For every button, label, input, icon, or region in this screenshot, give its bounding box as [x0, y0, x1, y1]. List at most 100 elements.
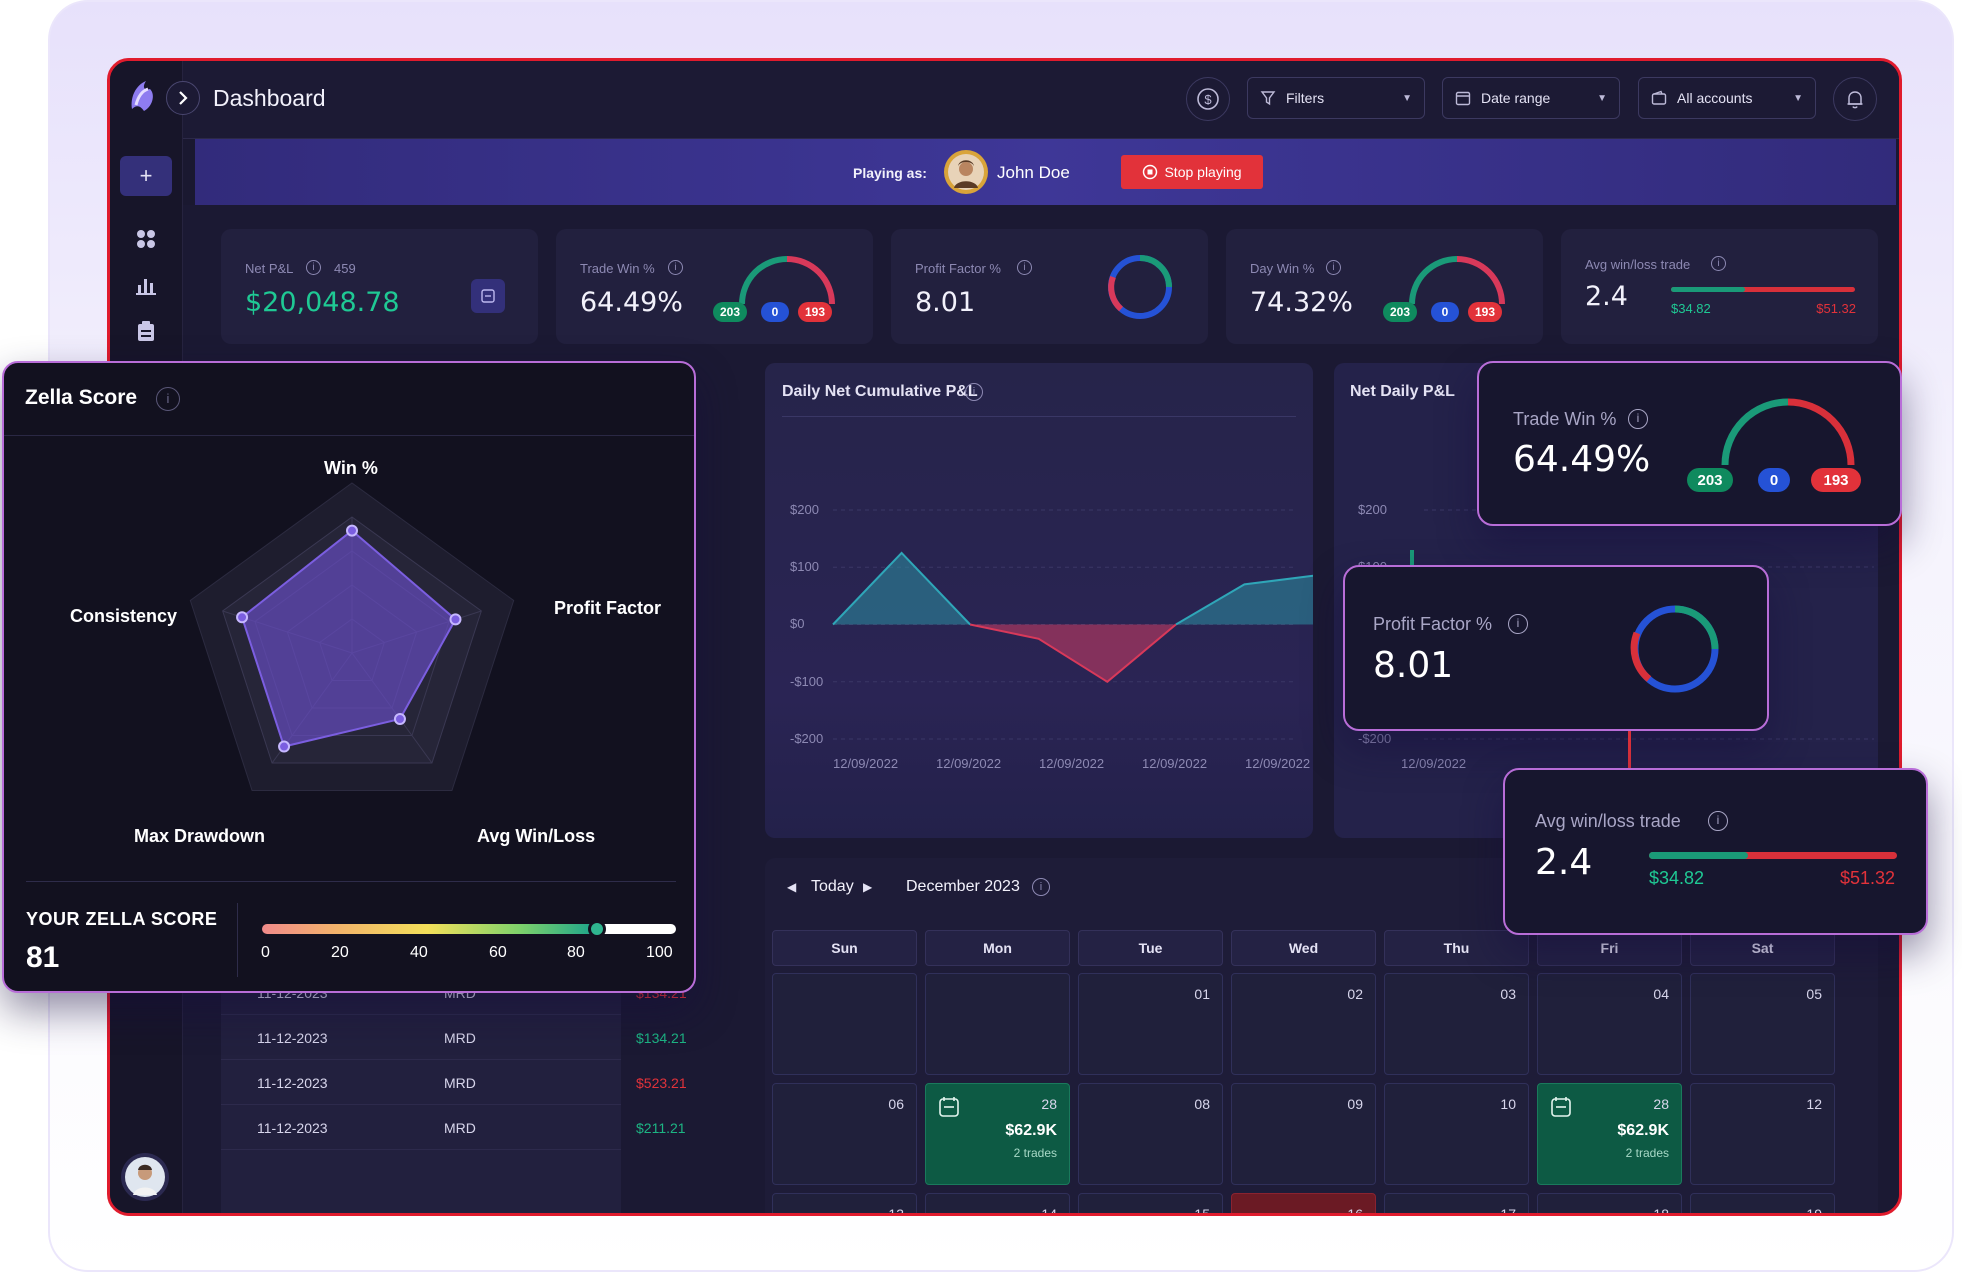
- trade-win-gauge: [1721, 398, 1855, 466]
- profit-factor-donut: [1108, 255, 1172, 319]
- add-button[interactable]: +: [120, 156, 172, 196]
- calendar-day[interactable]: [925, 973, 1070, 1075]
- journal-icon[interactable]: [137, 321, 155, 341]
- calendar-day[interactable]: 08: [1078, 1083, 1223, 1185]
- scale-tick: 20: [331, 944, 349, 961]
- prev-month-arrow[interactable]: ◀: [787, 880, 797, 894]
- axis-label: Win %: [324, 458, 378, 478]
- profit-factor-popup: Profit Factor % i 8.01: [1343, 565, 1769, 731]
- zella-title: Zella Score: [25, 386, 138, 409]
- reports-icon[interactable]: [136, 275, 156, 295]
- losses-badge: 193: [1468, 302, 1503, 322]
- day-number: 13: [888, 1206, 904, 1216]
- calendar-day[interactable]: 02: [1231, 973, 1376, 1075]
- info-icon: i: [668, 260, 683, 275]
- calendar-day[interactable]: 09: [1231, 1083, 1376, 1185]
- profit-factor-card: Profit Factor % i 8.01: [891, 229, 1208, 344]
- stop-playing-button[interactable]: Stop playing: [1121, 155, 1263, 189]
- chevron-down-icon: ▼: [1402, 92, 1412, 104]
- calendar-day[interactable]: 14: [925, 1193, 1070, 1213]
- next-month-arrow[interactable]: ▶: [863, 880, 873, 894]
- trade-symbol: MRD: [444, 1030, 476, 1046]
- info-icon: i: [1326, 260, 1341, 275]
- scale-tick: 60: [489, 944, 507, 961]
- calendar-day-win[interactable]: 28 $62.9K 2 trades: [925, 1083, 1070, 1185]
- profit-factor-donut: [1630, 605, 1719, 693]
- user-avatar[interactable]: [121, 1153, 169, 1201]
- info-icon: i: [156, 387, 180, 411]
- calendar-day[interactable]: 03: [1384, 973, 1529, 1075]
- info-icon: i: [1508, 614, 1528, 634]
- calendar-day[interactable]: 18: [1537, 1193, 1682, 1213]
- calendar-day[interactable]: 01: [1078, 973, 1223, 1075]
- avg-win-loss-value: 2.4: [1585, 281, 1628, 312]
- trade-pnl: $211.21: [636, 1120, 686, 1136]
- cumulative-pnl-card: Daily Net Cumulative P&L i $200 $100 $0 …: [765, 363, 1313, 838]
- table-row[interactable]: 11-12-2023 MRD $523.21: [221, 1060, 687, 1105]
- filters-dropdown[interactable]: Filters ▼: [1247, 77, 1425, 119]
- today-button[interactable]: Today: [811, 878, 854, 895]
- calendar-day[interactable]: 04: [1537, 973, 1682, 1075]
- calendar-day[interactable]: 12: [1690, 1083, 1835, 1185]
- calendar-day[interactable]: 13: [772, 1193, 917, 1216]
- filter-icon: [1260, 91, 1276, 106]
- avg-win-amount: $34.82: [1671, 301, 1711, 316]
- table-row[interactable]: 11-12-2023 MRD $134.21: [221, 1015, 687, 1060]
- avg-loss-amount: $51.32: [1839, 868, 1895, 888]
- day-number: 28: [1041, 1096, 1057, 1112]
- radar-point: [346, 524, 358, 537]
- day-header: Wed: [1231, 930, 1376, 966]
- axis-label: Avg Win/Loss: [477, 826, 595, 846]
- y-tick: $200: [790, 502, 819, 517]
- avg-win-loss-label: Avg win/loss trade: [1535, 811, 1681, 831]
- title-divider: [782, 416, 1296, 417]
- x-tick: 12/09/2022: [1401, 756, 1466, 771]
- filters-label: Filters: [1286, 90, 1325, 106]
- avg-win-loss-label: Avg win/loss trade: [1585, 257, 1691, 272]
- table-row[interactable]: 11-12-2023 MRD $211.21: [221, 1105, 686, 1150]
- x-tick: 12/09/2022: [936, 756, 1001, 771]
- day-win-value: 74.32%: [1250, 287, 1353, 318]
- wins-badge: 203: [1687, 468, 1733, 492]
- expand-sidebar-button[interactable]: [166, 81, 200, 115]
- calendar-day[interactable]: 15: [1078, 1193, 1223, 1213]
- info-icon: i: [1032, 878, 1050, 896]
- calendar-day-loss[interactable]: 16: [1231, 1193, 1376, 1213]
- wins-badge: 203: [713, 302, 748, 322]
- player-name: John Doe: [997, 163, 1070, 182]
- day-number: 10: [1500, 1096, 1516, 1112]
- dashboard-icon[interactable]: [136, 229, 156, 249]
- net-pnl-detail-button[interactable]: [471, 279, 505, 313]
- date-range-dropdown[interactable]: Date range ▼: [1442, 77, 1620, 119]
- score-label: YOUR ZELLA SCORE: [26, 909, 218, 929]
- currency-button[interactable]: $: [1186, 77, 1230, 121]
- trade-win-card: Trade Win % i 64.49% 203 0 193: [556, 229, 873, 344]
- calendar-day-win[interactable]: 28 $62.9K 2 trades: [1537, 1083, 1682, 1185]
- connector-line: [1628, 731, 1631, 769]
- calendar-day[interactable]: [772, 973, 917, 1075]
- calendar-day[interactable]: 19: [1690, 1193, 1835, 1216]
- y-tick: -$200: [1358, 731, 1391, 746]
- calendar-day[interactable]: 10: [1384, 1083, 1529, 1185]
- notifications-button[interactable]: [1833, 77, 1877, 121]
- cumulative-chart: $200 $100 $0 -$100 -$200 12/09/2022 12/0…: [790, 502, 1313, 771]
- calendar-day[interactable]: 05: [1690, 973, 1835, 1075]
- net-pnl-value: $20,048.78: [245, 287, 400, 318]
- avg-loss-amount: $51.32: [1816, 301, 1856, 316]
- player-avatar: [944, 150, 988, 194]
- accounts-dropdown[interactable]: All accounts ▼: [1638, 77, 1816, 119]
- day-number: 19: [1806, 1206, 1822, 1216]
- trade-win-label: Trade Win %: [1513, 409, 1617, 429]
- calendar-day[interactable]: 06: [772, 1083, 917, 1185]
- day-header: Mon: [925, 930, 1070, 966]
- calendar-day[interactable]: 17: [1384, 1193, 1529, 1216]
- daily-chart-title: Net Daily P&L: [1350, 383, 1455, 400]
- day-number: 03: [1500, 986, 1516, 1002]
- day-number: 28: [1653, 1096, 1669, 1112]
- avg-win-loss-popup: Avg win/loss trade i 2.4 $34.82 $51.32: [1503, 768, 1928, 935]
- trade-symbol: MRD: [444, 1075, 476, 1091]
- zella-radar: Win % Profit Factor Avg Win/Loss Max Dra…: [70, 458, 661, 846]
- day-number: 01: [1194, 986, 1210, 1002]
- day-number: 17: [1500, 1206, 1516, 1216]
- even-badge: 0: [761, 302, 789, 322]
